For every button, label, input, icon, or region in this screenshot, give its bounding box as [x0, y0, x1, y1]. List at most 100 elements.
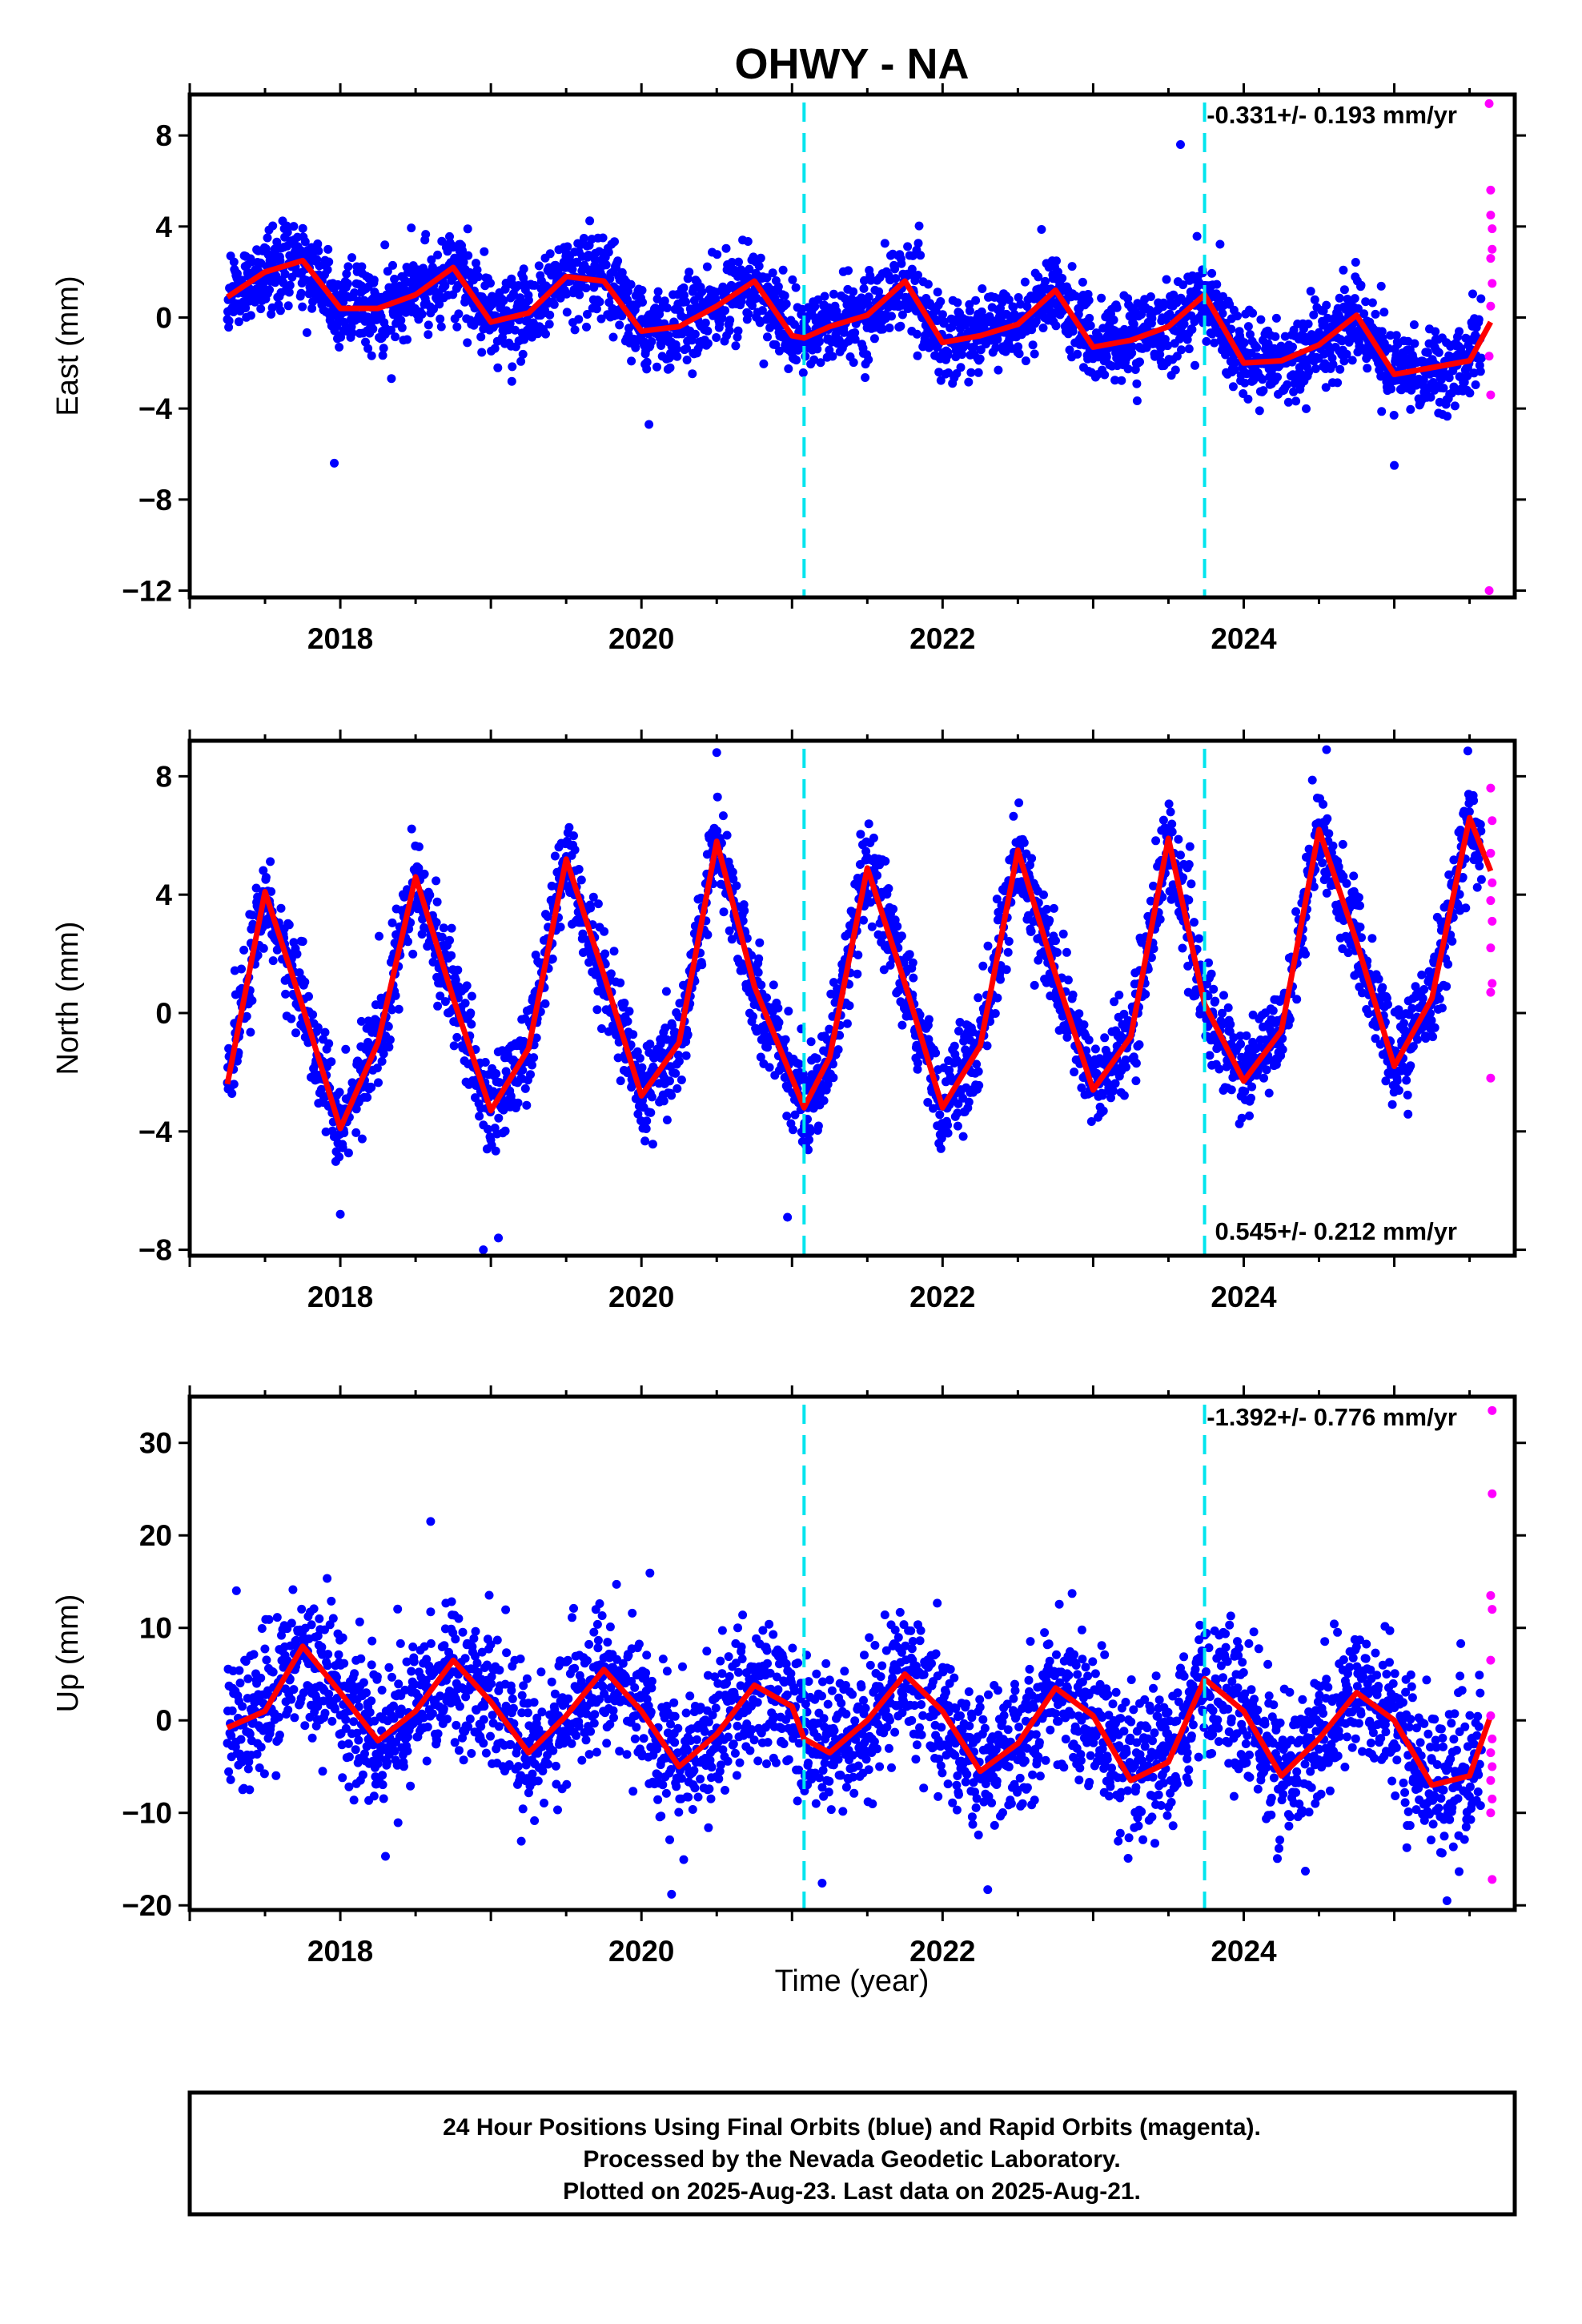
data-point [583, 310, 592, 319]
data-point [673, 1084, 682, 1093]
chart-title: OHWY - NA [735, 40, 970, 88]
data-point [229, 308, 239, 316]
data-point [1377, 327, 1387, 336]
data-point [829, 1073, 838, 1083]
y-tick-label: 4 [155, 211, 172, 243]
data-point [1353, 304, 1363, 313]
data-point [1172, 352, 1182, 361]
data-point [246, 1027, 255, 1037]
data-point [436, 314, 445, 324]
data-point [1090, 1044, 1100, 1054]
data-point [790, 1110, 800, 1120]
data-point [1112, 303, 1122, 312]
data-point [458, 246, 467, 255]
data-point [897, 259, 906, 268]
y-tick-label: 4 [155, 879, 172, 911]
data-point [978, 284, 987, 293]
data-point [1339, 356, 1349, 366]
data-point [701, 318, 710, 328]
data-point [956, 363, 966, 372]
data-point [1273, 372, 1282, 382]
data-point [1271, 313, 1281, 323]
data-point [937, 1133, 946, 1143]
data-point [232, 269, 242, 279]
data-point [593, 899, 603, 909]
data-point [923, 279, 933, 289]
data-point [351, 1104, 361, 1114]
data-point [1379, 308, 1389, 317]
data-point [725, 316, 735, 325]
data-point [623, 295, 632, 304]
data-point [472, 259, 480, 268]
data-point [547, 271, 556, 280]
data-point [414, 863, 424, 873]
data-point [1062, 1032, 1072, 1042]
final-orbit-points [223, 745, 1486, 1255]
data-point [562, 289, 572, 299]
data-point [550, 851, 560, 861]
data-point [974, 368, 983, 377]
data-point [356, 1016, 366, 1026]
data-point [1078, 277, 1087, 287]
data-point [884, 884, 893, 893]
data-point [812, 1054, 821, 1063]
data-point [620, 999, 629, 1007]
data-point [433, 250, 443, 259]
data-point [298, 937, 307, 947]
data-point [677, 1076, 686, 1084]
data-point [778, 265, 788, 275]
data-point [1179, 320, 1189, 329]
data-point [784, 1007, 793, 1016]
data-point [879, 965, 889, 975]
data-point [814, 337, 824, 347]
data-point [576, 875, 586, 885]
data-point [491, 1146, 500, 1156]
data-point [1376, 281, 1386, 291]
data-point [1321, 383, 1331, 392]
data-point [757, 306, 767, 316]
data-point [820, 292, 829, 301]
data-point [828, 1059, 837, 1069]
data-point [617, 267, 627, 277]
data-point [971, 296, 981, 305]
data-point [897, 1020, 907, 1030]
data-point [665, 363, 675, 372]
data-point [1158, 298, 1168, 308]
data-point [600, 927, 609, 936]
data-point [228, 282, 238, 292]
x-tick-label: 2024 [1211, 622, 1277, 655]
data-point [1474, 315, 1484, 324]
data-point [994, 365, 1003, 375]
data-point [913, 239, 923, 248]
data-point [400, 892, 409, 902]
data-point [1187, 325, 1197, 334]
data-point [749, 1011, 757, 1021]
data-point [662, 304, 672, 312]
rapid-point [1484, 352, 1494, 361]
data-point [762, 273, 772, 283]
data-point [978, 961, 988, 971]
data-point [1476, 294, 1486, 304]
data-point [1102, 352, 1111, 362]
data-point [380, 240, 390, 250]
data-point [954, 1027, 963, 1035]
data-point [464, 251, 473, 260]
data-point [545, 310, 555, 320]
data-point [1367, 298, 1377, 308]
data-point [530, 280, 540, 290]
data-point [781, 300, 791, 308]
data-point [343, 262, 353, 271]
data-point [1218, 309, 1227, 318]
data-point [247, 995, 257, 1005]
data-point [404, 937, 412, 947]
data-point [991, 343, 1001, 352]
data-point [601, 260, 611, 270]
data-point [913, 1064, 922, 1074]
data-point [893, 922, 902, 931]
data-point [829, 289, 838, 299]
data-point [524, 296, 533, 305]
data-point [586, 903, 596, 913]
data-point [421, 230, 431, 239]
data-point [1361, 297, 1371, 307]
data-point [853, 951, 863, 959]
